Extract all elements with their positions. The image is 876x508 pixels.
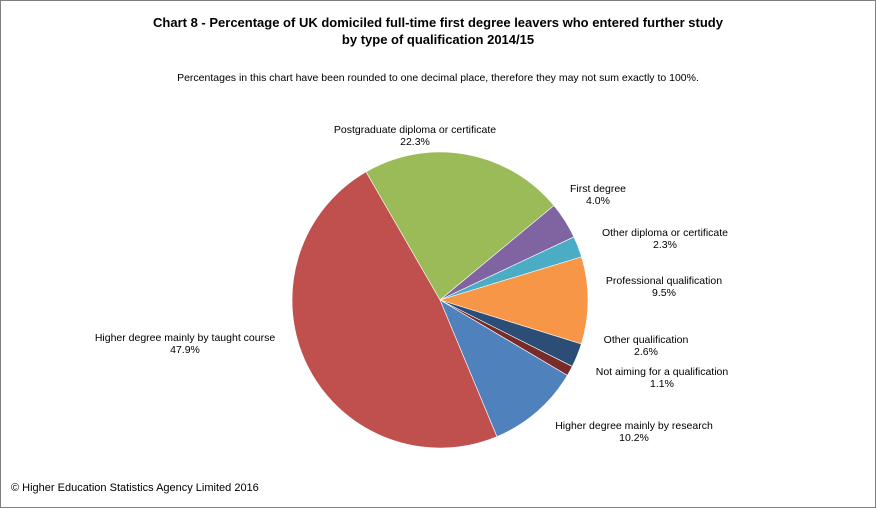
slice-label-text: Not aiming for a qualification (595, 366, 729, 378)
slice-label-text: First degree (569, 183, 627, 195)
chart-title-line2: by type of qualification 2014/15 (341, 32, 535, 47)
slice-label-text: Higher degree mainly by taught course (94, 332, 276, 344)
slice-label-value: 9.5% (652, 287, 676, 299)
slice-label-professional-qualification: Professional qualification 9.5% (595, 275, 733, 299)
slice-label-value: 22.3% (400, 136, 430, 148)
copyright-footer: © Higher Education Statistics Agency Lim… (11, 482, 259, 494)
slice-label-other-diploma: Other diploma or certificate 2.3% (589, 227, 741, 251)
slice-label-value: 1.1% (650, 378, 674, 390)
slice-label-higher-degree-taught: Higher degree mainly by taught course 47… (83, 332, 287, 356)
slice-label-value: 10.2% (619, 432, 649, 444)
slice-label-value: 47.9% (170, 344, 200, 356)
slice-label-not-aiming: Not aiming for a qualification 1.1% (585, 366, 739, 390)
slice-label-value: 4.0% (586, 195, 610, 207)
slice-label-text: Other diploma or certificate (601, 227, 729, 239)
pie-slice-7 (291, 171, 498, 449)
slice-label-text: Postgraduate diploma or certificate (333, 124, 497, 136)
pie-slice-3 (438, 256, 589, 345)
slice-label-text: Higher degree mainly by research (555, 420, 713, 432)
chart-title: Chart 8 - Percentage of UK domiciled ful… (1, 14, 875, 48)
slice-label-postgraduate-diploma: Postgraduate diploma or certificate 22.3… (329, 124, 501, 148)
slice-label-text: Other qualification (603, 334, 689, 346)
slice-label-value: 2.3% (653, 239, 677, 251)
slice-label-text: Professional qualification (605, 275, 723, 287)
slice-label-other-qualification: Other qualification 2.6% (593, 334, 699, 358)
chart-subtitle: Percentages in this chart have been roun… (177, 72, 699, 84)
chart-title-line1: Chart 8 - Percentage of UK domiciled ful… (153, 15, 723, 30)
slice-label-first-degree: First degree 4.0% (553, 183, 643, 207)
pie-slice-6 (439, 299, 568, 438)
pie-slice-0 (365, 151, 555, 301)
slice-label-higher-degree-research: Higher degree mainly by research 10.2% (539, 420, 729, 444)
slice-label-value: 2.6% (634, 346, 658, 358)
